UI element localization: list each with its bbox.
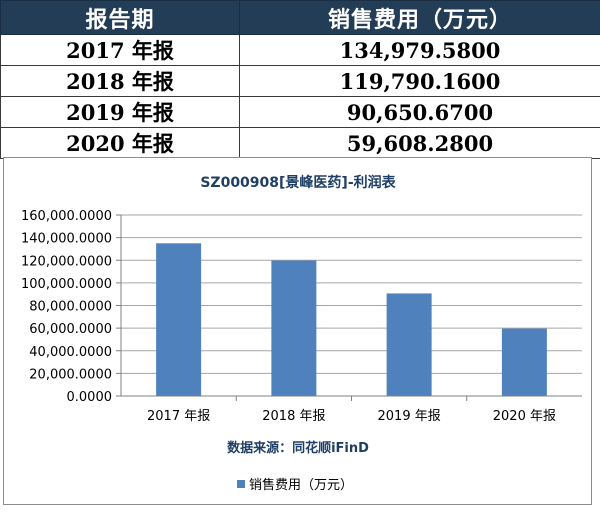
chart-title: SZ000908[景峰医药]-利润表 (200, 174, 396, 191)
cell-value: 90,650.6700 (239, 96, 600, 128)
legend-label: 销售费用（万元） (249, 477, 353, 493)
x-axis-ticks: 2017 年报 2018 年报 2019 年报 2020 年报 (147, 396, 556, 424)
bar (271, 260, 317, 396)
bar-chart: SZ000908[景峰医药]-利润表 160,000.0000 140,000.0… (21, 174, 582, 493)
bar (386, 293, 432, 396)
bar (156, 243, 202, 396)
y-tick-label: 60,000.0000 (29, 322, 112, 337)
table-row: 2020 年报 59,608.2800 (0, 127, 600, 159)
y-tick-label: 40,000.0000 (29, 345, 112, 360)
legend: 销售费用（万元） (237, 477, 353, 493)
x-tick-label: 2018 年报 (262, 409, 325, 424)
table-row: 2019 年报 90,650.6700 (0, 96, 600, 128)
cell-value: 134,979.5800 (239, 34, 600, 66)
y-tick-label: 0.0000 (67, 390, 113, 405)
header-period: 报告期 (0, 0, 240, 35)
bars (156, 243, 547, 396)
table-row: 2017 年报 134,979.5800 (0, 34, 600, 66)
legend-swatch (237, 480, 245, 488)
y-tick-label: 20,000.0000 (29, 367, 112, 382)
y-tick-label: 80,000.0000 (29, 300, 112, 315)
cell-value: 119,790.1600 (239, 65, 600, 97)
table-row: 2018 年报 119,790.1600 (0, 65, 600, 97)
cell-period: 2018 年报 (0, 65, 240, 97)
x-tick-label: 2017 年报 (147, 409, 210, 424)
header-sales-expense: 销售费用（万元） (239, 0, 600, 35)
y-tick-label: 100,000.0000 (21, 277, 112, 292)
x-tick-label: 2019 年报 (378, 409, 441, 424)
cell-period: 2017 年报 (0, 34, 240, 66)
bar-chart-panel: SZ000908[景峰医药]-利润表 160,000.0000 140,000.0… (3, 157, 592, 505)
x-tick-label: 2020 年报 (493, 409, 556, 424)
y-tick-label: 120,000.0000 (21, 254, 112, 269)
y-axis-ticks: 160,000.0000 140,000.0000 120,000.0000 100,… (21, 209, 112, 405)
cell-period: 2019 年报 (0, 96, 240, 128)
cell-period: 2020 年报 (0, 127, 240, 159)
y-tick-label: 160,000.0000 (21, 209, 112, 224)
bar (501, 328, 547, 396)
table-header-row: 报告期 销售费用（万元） (0, 0, 600, 35)
cell-value: 59,608.2800 (239, 127, 600, 159)
sales-expense-table: 报告期 销售费用（万元） 2017 年报 134,979.5800 2018 年… (0, 0, 600, 159)
y-tick-label: 140,000.0000 (21, 232, 112, 247)
source-note: 数据来源：同花顺iFinD (227, 440, 369, 456)
